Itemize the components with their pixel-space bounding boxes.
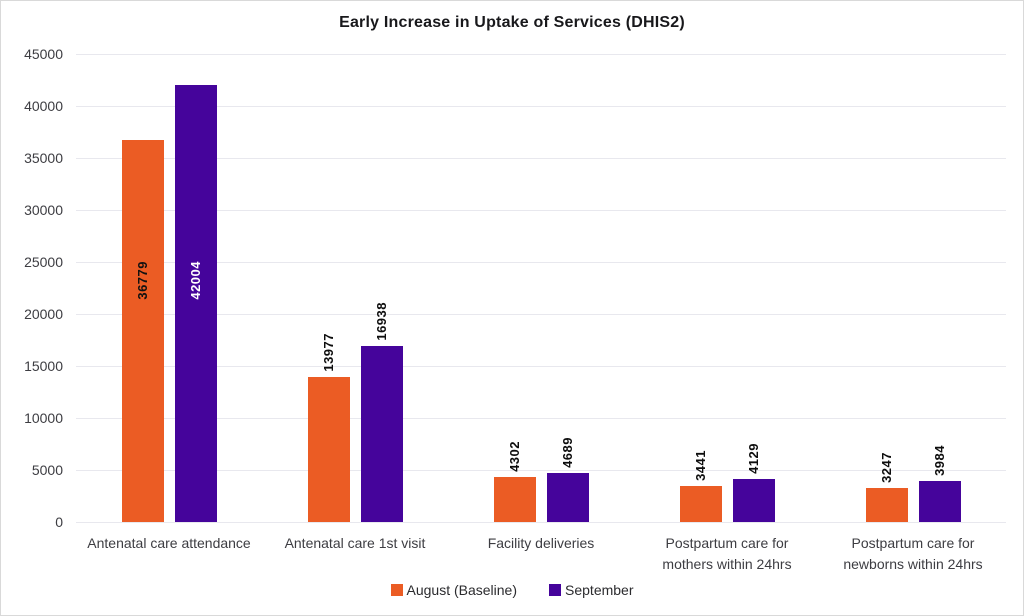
legend: August (Baseline) September	[1, 582, 1023, 598]
bar: 3984	[918, 445, 961, 522]
legend-label: August (Baseline)	[406, 582, 518, 598]
gridline	[76, 261, 1006, 263]
bar-value-label: 4689	[559, 437, 575, 469]
legend-label: September	[565, 582, 634, 598]
y-tick-label: 25000	[24, 254, 63, 270]
bar: 13977	[307, 333, 350, 522]
x-category-label: Facility deliveries	[487, 535, 595, 551]
x-category-label: Postpartum care for mothers within 24hrs	[662, 535, 792, 572]
y-tick-label: 40000	[24, 98, 63, 114]
gridline	[76, 521, 1006, 523]
legend-swatch	[390, 584, 403, 596]
x-category-label: Antenatal care attendance	[87, 535, 251, 551]
x-axis-labels: Antenatal care attendance Antenatal care …	[76, 533, 1006, 575]
bar-value-label: 16938	[373, 302, 389, 341]
bar-value-label: 36779	[134, 261, 150, 300]
gridline	[76, 157, 1006, 159]
gridline	[76, 53, 1006, 55]
bar-group: 3247 3984	[820, 54, 1006, 522]
y-tick-label: 20000	[24, 306, 63, 322]
y-tick-label: 30000	[24, 202, 63, 218]
y-tick-label: 10000	[24, 410, 63, 426]
x-category-label: Antenatal care 1st visit	[284, 535, 426, 551]
bar-groups: 36779 42004 13977 16938 4302 4689 3441 4129 3247…	[76, 54, 1006, 522]
bar-group: 13977 16938	[262, 54, 448, 522]
legend-item: August (Baseline)	[390, 582, 518, 598]
bar-value-label: 4129	[745, 443, 761, 475]
y-tick-label: 45000	[24, 46, 63, 62]
y-tick-label: 15000	[24, 358, 63, 374]
bar: 4302	[493, 441, 536, 522]
bar: 3247	[865, 452, 908, 522]
gridline	[76, 105, 1006, 107]
bar-group: 4302 4689	[448, 54, 634, 522]
chart-title: Early Increase in Uptake of Services (DH…	[339, 14, 685, 31]
bar: 4689	[546, 437, 589, 522]
gridline	[76, 417, 1006, 419]
bar: 16938	[360, 302, 403, 522]
plot-area: 36779 42004 13977 16938 4302 4689 3441 4129 3247…	[76, 53, 1006, 523]
bar-value-label: 3441	[692, 450, 708, 482]
bar-group: 3441 4129	[634, 54, 820, 522]
y-tick-label: 0	[55, 514, 63, 530]
y-tick-label: 5000	[31, 462, 63, 478]
bar-group: 36779 42004	[76, 54, 262, 522]
bar: 42004	[174, 85, 217, 522]
legend-item: September	[549, 582, 634, 598]
bar: 36779	[121, 139, 164, 522]
bar-value-label: 4302	[506, 441, 522, 473]
x-category-label: Postpartum care for newborns within 24hr…	[843, 535, 983, 572]
bar: 4129	[732, 443, 775, 522]
gridline	[76, 365, 1006, 367]
bar-value-label: 13977	[320, 332, 336, 372]
y-axis: 45000 40000 35000 30000 25000 20000 15000 10000…	[1, 46, 63, 530]
y-tick-label: 35000	[24, 150, 63, 166]
bar: 3441	[679, 450, 722, 522]
gridline	[76, 209, 1006, 211]
gridline	[76, 313, 1006, 315]
bar-value-label: 42004	[187, 261, 203, 300]
bar-value-label: 3247	[878, 452, 894, 484]
bar-value-label: 3984	[931, 444, 947, 476]
legend-swatch	[549, 584, 562, 596]
gridline	[76, 469, 1006, 471]
